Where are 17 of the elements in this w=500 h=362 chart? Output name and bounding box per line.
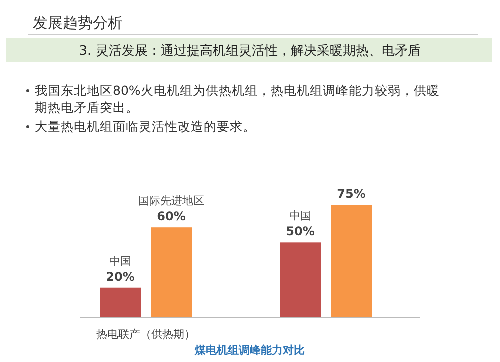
data-label: 60% — [157, 210, 186, 224]
x-axis-title: 煤电机组调峰能力对比 — [194, 344, 305, 357]
text: 大量热电机组面临灵活性改造的要求。 — [35, 119, 256, 134]
data-label: 75% — [337, 187, 366, 201]
series-label: 中国 — [110, 254, 132, 268]
x-tick-label: 热电联产（供热期） — [96, 328, 196, 341]
text: 国际先进地区 — [138, 194, 204, 208]
data-label: 20% — [106, 270, 135, 284]
bar — [100, 288, 141, 318]
chart-title: 发展趋势分析 — [33, 14, 123, 32]
data-label: 50% — [286, 224, 315, 239]
bar — [151, 228, 192, 318]
chart-subtitle: 3. 灵活发展：通过提高机组灵活性，解决采暖期热、电矛盾 — [79, 43, 421, 59]
bar — [280, 242, 321, 318]
bar — [331, 205, 372, 318]
text: 中国 — [290, 210, 312, 223]
text: 我国东北地区80%火电机组为供热机组，热电机组调峰能力较弱，供暖期热电矛盾突出。 — [35, 83, 440, 115]
